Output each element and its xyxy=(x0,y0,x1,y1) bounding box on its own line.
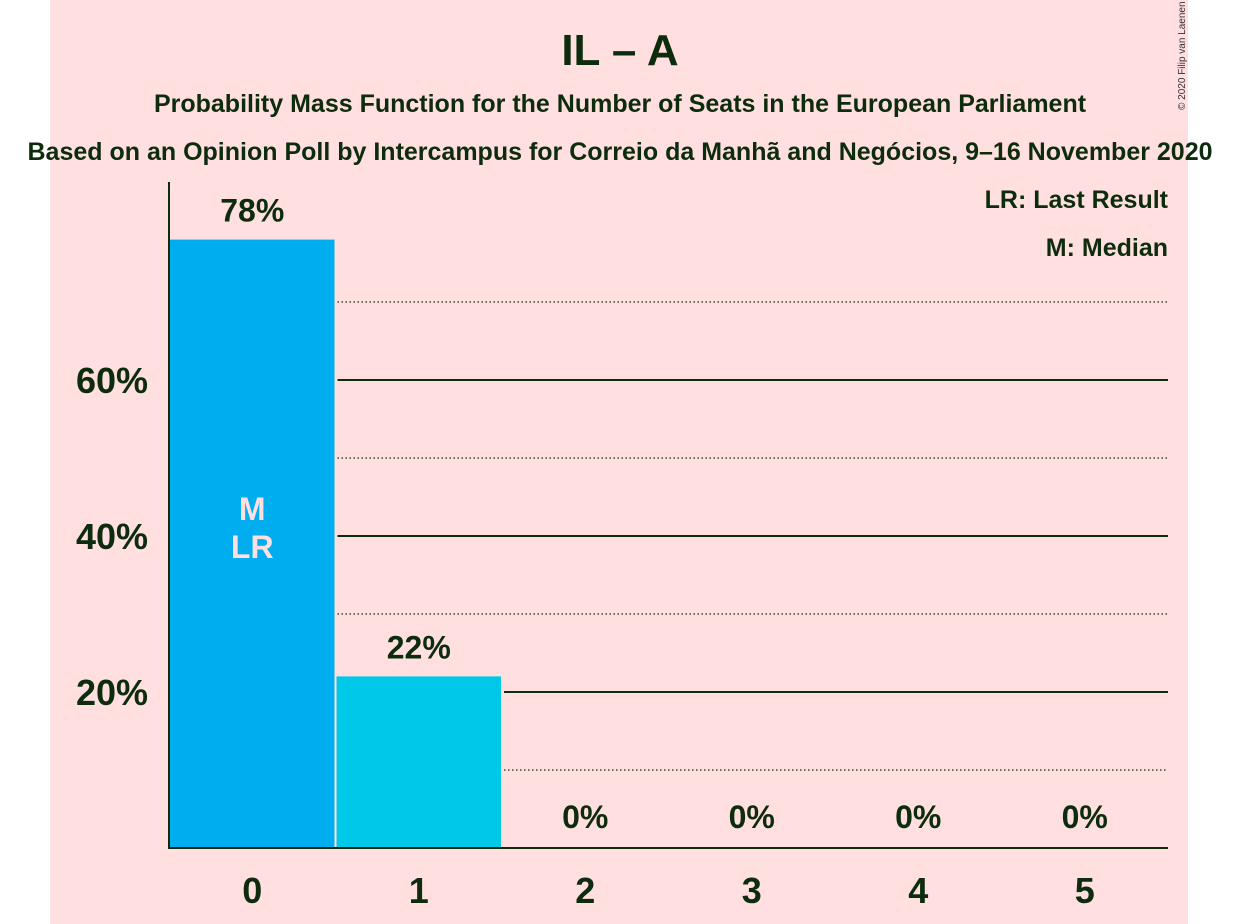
bar-value-label: 78% xyxy=(220,193,284,229)
bar-annotation: LR xyxy=(231,529,274,565)
bar-value-label: 22% xyxy=(387,629,451,665)
y-tick-label: 60% xyxy=(76,360,148,401)
x-tick-label: 2 xyxy=(575,870,595,911)
legend-median: M: Median xyxy=(1045,234,1168,262)
bar-value-label: 0% xyxy=(895,799,941,835)
x-tick-label: 1 xyxy=(409,870,429,911)
x-tick-label: 0 xyxy=(242,870,262,911)
bar xyxy=(336,676,501,848)
bar xyxy=(170,239,335,849)
x-tick-label: 4 xyxy=(908,870,928,911)
y-tick-label: 20% xyxy=(76,672,148,713)
bar-value-label: 0% xyxy=(729,799,775,835)
bar-value-label: 0% xyxy=(1062,799,1108,835)
chart-title: IL – A xyxy=(561,26,679,75)
bar-annotation: M xyxy=(239,491,266,527)
chart-subtitle-source: Based on an Opinion Poll by Intercampus … xyxy=(27,138,1213,166)
x-tick-label: 5 xyxy=(1075,870,1095,911)
chart-subtitle: Probability Mass Function for the Number… xyxy=(153,90,1087,118)
legend-last-result: LR: Last Result xyxy=(984,186,1168,214)
bar-value-label: 0% xyxy=(562,799,608,835)
y-tick-label: 40% xyxy=(76,516,148,557)
x-tick-label: 3 xyxy=(742,870,762,911)
